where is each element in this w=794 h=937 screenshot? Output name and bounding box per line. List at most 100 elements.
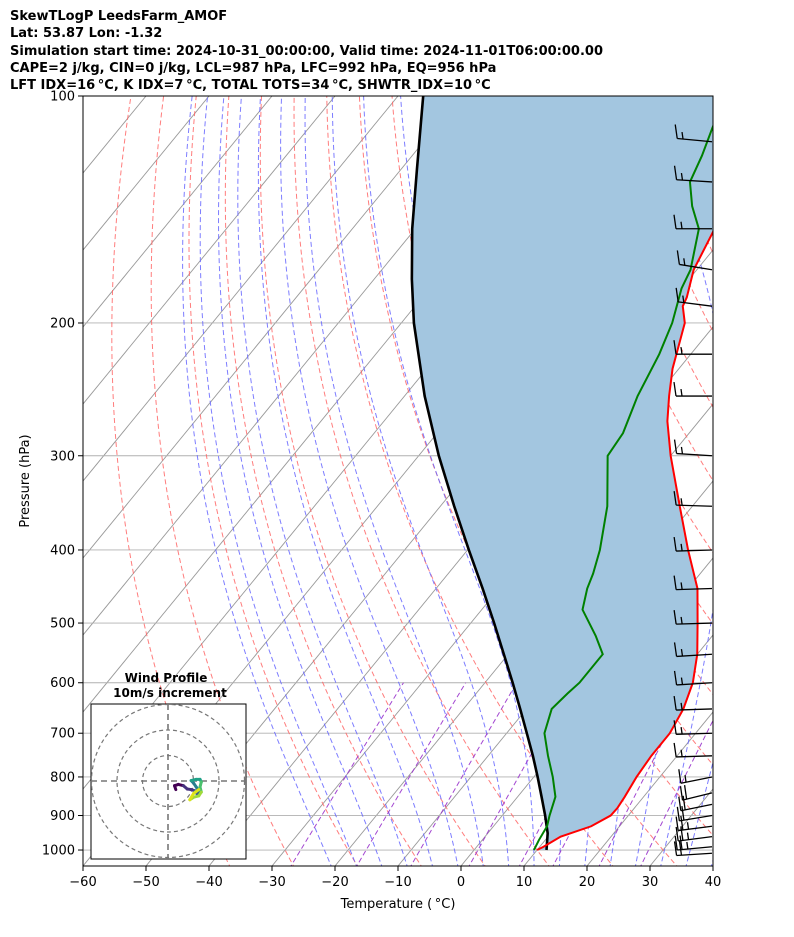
wind-barb-flag bbox=[680, 815, 684, 831]
wind-barb bbox=[673, 381, 712, 397]
isotherm-line bbox=[83, 96, 462, 559]
isotherm-line bbox=[83, 96, 399, 482]
wind-barb bbox=[673, 742, 713, 758]
wind-barb-staff bbox=[676, 179, 713, 183]
wind-barb-flag bbox=[682, 795, 686, 810]
wind-barb-staff bbox=[677, 846, 713, 851]
wind-barb bbox=[675, 815, 713, 832]
wind-barb-half-flag bbox=[680, 498, 683, 506]
wind-barb-staff bbox=[678, 825, 713, 832]
index-line: LFT IDX=16 °C, K IDX=7 °C, TOTAL TOTS=34… bbox=[10, 78, 491, 94]
x-tick-label: 20 bbox=[579, 875, 596, 890]
x-tick-label: −20 bbox=[321, 875, 348, 890]
moist-adiabat-line bbox=[736, 79, 794, 869]
wind-barb-staff bbox=[680, 803, 713, 812]
plot-area bbox=[83, 62, 794, 882]
wind-barb bbox=[673, 670, 713, 686]
hodograph-plot bbox=[91, 704, 246, 859]
dry-adiabat-line bbox=[391, 96, 713, 837]
dry-adiabat-line bbox=[188, 96, 358, 866]
wind-barb bbox=[678, 795, 713, 812]
isotherm-line bbox=[586, 711, 713, 866]
wind-barb-half-flag bbox=[680, 173, 684, 181]
wind-barb-staff bbox=[676, 452, 713, 457]
y-tick-label: 1000 bbox=[42, 844, 75, 859]
x-tick-label: −60 bbox=[69, 875, 96, 890]
x-tick-label: 30 bbox=[642, 875, 659, 890]
wind-barb-staff bbox=[682, 792, 713, 801]
wind-barb-flag bbox=[676, 250, 681, 265]
wind-barb-half-flag bbox=[680, 446, 684, 455]
wind-barb bbox=[676, 250, 713, 271]
wind-barb-flag bbox=[680, 826, 684, 841]
wind-barb-flag bbox=[673, 695, 677, 711]
moist-adiabat-line bbox=[331, 96, 510, 866]
wind-barb-half-flag bbox=[682, 295, 685, 303]
wind-barb-flag bbox=[678, 796, 682, 811]
chart-header: SkewTLogP LeedsFarm_AMOF Lat: 53.87 Lon:… bbox=[10, 8, 780, 94]
wind-barb bbox=[673, 491, 713, 507]
mixing-ratio-line bbox=[640, 719, 713, 866]
wind-barb-half-flag bbox=[683, 258, 686, 266]
wind-barb-flag bbox=[678, 841, 683, 856]
wind-barb-flag bbox=[673, 491, 677, 506]
wind-barb-flag bbox=[674, 835, 678, 851]
wind-barb bbox=[675, 287, 713, 307]
isotherm-line bbox=[83, 96, 336, 405]
wind-barb-flag bbox=[673, 642, 678, 657]
hodograph-title: Wind Profile bbox=[125, 671, 208, 685]
wind-barb-flag bbox=[673, 214, 677, 229]
wind-barb-half-flag bbox=[680, 388, 683, 397]
dry-adiabat-line bbox=[777, 79, 794, 869]
wind-barb bbox=[673, 340, 712, 355]
wind-barb-flag bbox=[679, 835, 683, 850]
wind-barb-half-flag bbox=[686, 841, 689, 850]
wind-barb bbox=[673, 642, 713, 658]
wind-barb-staff bbox=[679, 814, 713, 822]
isotherm-line bbox=[712, 865, 713, 866]
moist-adiabat-line bbox=[237, 96, 408, 866]
mixing-ratio-line bbox=[598, 682, 694, 866]
moist-adiabat-line bbox=[649, 96, 713, 866]
time-line: Simulation start time: 2024-10-31_00:00:… bbox=[10, 43, 603, 59]
wind-barb bbox=[673, 575, 713, 591]
x-tick-label: −30 bbox=[258, 875, 285, 890]
x-tick-label: 10 bbox=[516, 875, 533, 890]
wind-barb bbox=[673, 695, 713, 711]
x-tick-label: 40 bbox=[705, 875, 722, 890]
wind-barb bbox=[676, 806, 713, 822]
x-axis-label: Temperature ( °C) bbox=[340, 897, 456, 912]
wind-barb bbox=[673, 536, 713, 552]
wind-barb-half-flag bbox=[680, 616, 683, 625]
isotherm-line bbox=[764, 62, 794, 882]
wind-barb-flag bbox=[681, 806, 685, 821]
wind-barb-flag bbox=[673, 439, 678, 454]
mixing-ratio-line bbox=[356, 682, 467, 866]
wind-barb bbox=[673, 165, 713, 183]
wind-barb bbox=[673, 214, 712, 230]
wind-barb-flag bbox=[673, 575, 677, 590]
wind-barb-half-flag bbox=[680, 582, 683, 590]
wind-barb-staff bbox=[676, 682, 713, 686]
wind-barb bbox=[674, 124, 713, 143]
moist-adiabat-line bbox=[257, 96, 433, 866]
y-tick-label: 200 bbox=[50, 316, 75, 331]
moist-adiabat-line bbox=[199, 96, 357, 866]
wind-barb-flag bbox=[673, 381, 677, 397]
mixing-ratio-line bbox=[410, 682, 518, 866]
hodograph-trace-segment bbox=[192, 788, 201, 795]
y-tick-label: 500 bbox=[50, 617, 75, 632]
wind-barb-flag bbox=[683, 785, 688, 800]
wind-barb bbox=[673, 610, 713, 625]
moist-adiabat-line bbox=[182, 96, 332, 866]
dry-adiabat-line bbox=[293, 96, 550, 866]
isotherm-line bbox=[397, 480, 713, 866]
wind-barb bbox=[678, 769, 713, 784]
stability-line: CAPE=2 j/kg, CIN=0 j/kg, LCL=987 hPa, LF… bbox=[10, 60, 497, 76]
wind-barb bbox=[675, 826, 713, 842]
dry-adiabat-line bbox=[745, 79, 794, 869]
y-tick-label: 300 bbox=[50, 449, 75, 464]
wind-barb-half-flag bbox=[684, 775, 687, 783]
